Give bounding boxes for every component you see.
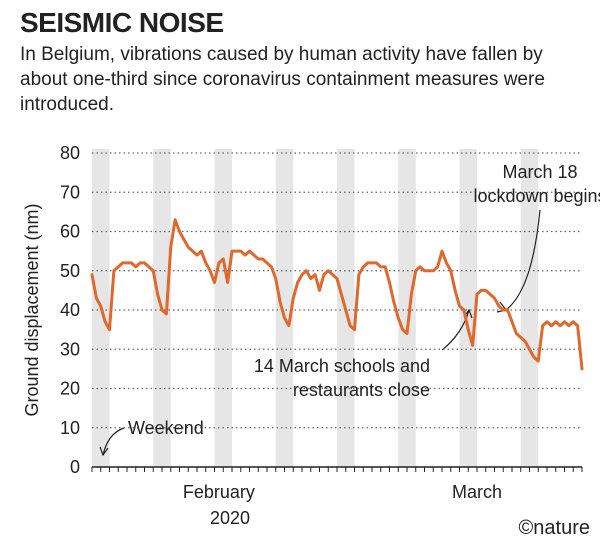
weekend-band	[398, 149, 416, 467]
y-tick-label: 40	[60, 300, 80, 320]
annotation: March 18	[502, 162, 577, 182]
y-tick-label: 50	[60, 261, 80, 281]
subtitle: In Belgium, vibrations caused by human a…	[20, 44, 545, 115]
weekend-band	[214, 149, 232, 467]
weekend-band	[520, 149, 539, 467]
y-tick-label: 60	[60, 222, 80, 242]
x-axis-year: 2020	[210, 508, 250, 528]
y-tick-label: 80	[60, 143, 80, 163]
y-tick-label: 10	[60, 418, 80, 438]
background	[92, 149, 539, 467]
annotation: 14 March schools and	[254, 356, 430, 376]
weekend-band	[459, 149, 477, 467]
y-tick-label: 20	[60, 379, 80, 399]
chart-title: SEISMIC NOISE	[20, 7, 224, 38]
arrow	[505, 209, 541, 311]
arrow	[441, 309, 470, 351]
arrow	[102, 427, 125, 456]
data-line	[90, 218, 584, 371]
y-tick-label: 0	[70, 457, 80, 477]
x-tick-label: March	[452, 482, 502, 502]
y-tick-label: 70	[60, 182, 80, 202]
y-tick-label: 30	[60, 339, 80, 359]
arrowhead	[99, 446, 109, 457]
credit: ©nature	[519, 517, 590, 539]
annotation: Weekend	[128, 418, 204, 438]
y-axis-label: Ground displacement (nm)	[22, 203, 42, 416]
annotation: lockdown begins	[473, 186, 600, 206]
weekend-band	[275, 149, 294, 467]
x-tick-label: February	[183, 482, 255, 502]
annotation: restaurants close	[293, 380, 430, 400]
